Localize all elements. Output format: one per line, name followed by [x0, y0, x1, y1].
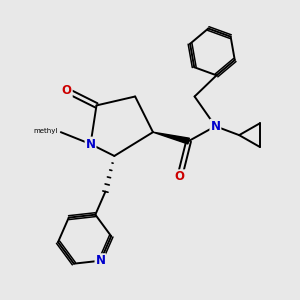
Text: methyl: methyl [34, 128, 58, 134]
Polygon shape [153, 132, 189, 144]
Text: N: N [95, 254, 106, 267]
Text: N: N [210, 120, 220, 133]
Text: O: O [62, 84, 72, 97]
Text: O: O [175, 170, 185, 183]
Text: N: N [85, 138, 96, 151]
